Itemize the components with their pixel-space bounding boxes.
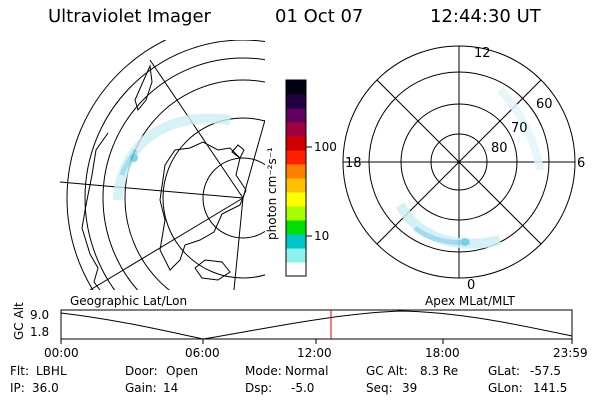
glat-label: GLat: <box>488 364 521 378</box>
timeline-ytick-1-8: 1.8 <box>30 325 50 339</box>
colorbar-band <box>286 136 306 151</box>
app-title: Ultraviolet Imager <box>48 6 211 27</box>
left-panel-caption: Geographic Lat/Lon <box>70 294 188 308</box>
colorbar-band <box>286 80 306 95</box>
timeline-xtick-0600: 06:00 <box>185 346 220 360</box>
colorbar-band <box>286 150 306 165</box>
colorbar-band <box>286 108 306 123</box>
time-label: 12:44:30 UT <box>430 6 541 27</box>
timeline-xtick-0000: 00:00 <box>44 346 79 360</box>
timeline-ylabel: GC Alt <box>12 302 26 340</box>
gcalt-label: GC Alt: <box>366 364 408 378</box>
gain-label: Gain: <box>125 381 157 395</box>
timeline-xtick-2359: 23:59 <box>553 346 588 360</box>
mode-value: Normal <box>285 364 329 378</box>
colorbar-band <box>286 192 306 207</box>
right-panel-caption: Apex MLat/MLT <box>425 294 515 308</box>
colorbar-band <box>286 206 306 221</box>
date-label: 01 Oct 07 <box>275 6 364 27</box>
colorbar-band <box>286 164 306 179</box>
door-label: Door: <box>125 364 158 378</box>
glon-value: 141.5 <box>533 381 568 395</box>
flt-label: Flt: <box>10 364 29 378</box>
colorbar-band <box>286 122 306 137</box>
gain-value: 14 <box>163 381 179 395</box>
dsp-value: -5.0 <box>291 381 315 395</box>
colorbar-band <box>286 234 306 249</box>
seq-value: 39 <box>402 381 418 395</box>
colorbar-band <box>286 248 306 263</box>
timeline-xtick-1800: 18:00 <box>425 346 460 360</box>
seq-label: Seq: <box>366 381 393 395</box>
glon-label: GLon: <box>488 381 523 395</box>
colorbar-band <box>286 178 306 193</box>
colorbar-tick-100: 100 <box>314 140 337 154</box>
mode-label: Mode: <box>245 364 282 378</box>
door-value: Open <box>166 364 199 378</box>
colorbar-band <box>286 262 306 277</box>
colorbar-tick-10: 10 <box>314 229 330 243</box>
timeline-ytick-9: 9.0 <box>30 308 50 322</box>
gcalt-value: 8.3 Re <box>420 364 459 378</box>
mlat-label-70: 70 <box>511 121 528 136</box>
mlt-label-6: 6 <box>577 156 586 171</box>
mlat-label-80: 80 <box>491 141 508 156</box>
colorbar-band <box>286 94 306 109</box>
mlt-label-0: 0 <box>467 278 476 293</box>
colorbar-band <box>286 220 306 235</box>
mlt-label-18: 18 <box>345 156 362 171</box>
dsp-label: Dsp: <box>245 381 273 395</box>
mlt-label-12: 12 <box>474 46 491 61</box>
ip-label: IP: <box>10 381 25 395</box>
flt-value: LBHL <box>36 364 67 378</box>
mlat-label-60: 60 <box>536 97 553 112</box>
ip-value: 36.0 <box>32 381 59 395</box>
glat-value: -57.5 <box>530 364 562 378</box>
timeline-xtick-1200: 12:00 <box>297 346 332 360</box>
